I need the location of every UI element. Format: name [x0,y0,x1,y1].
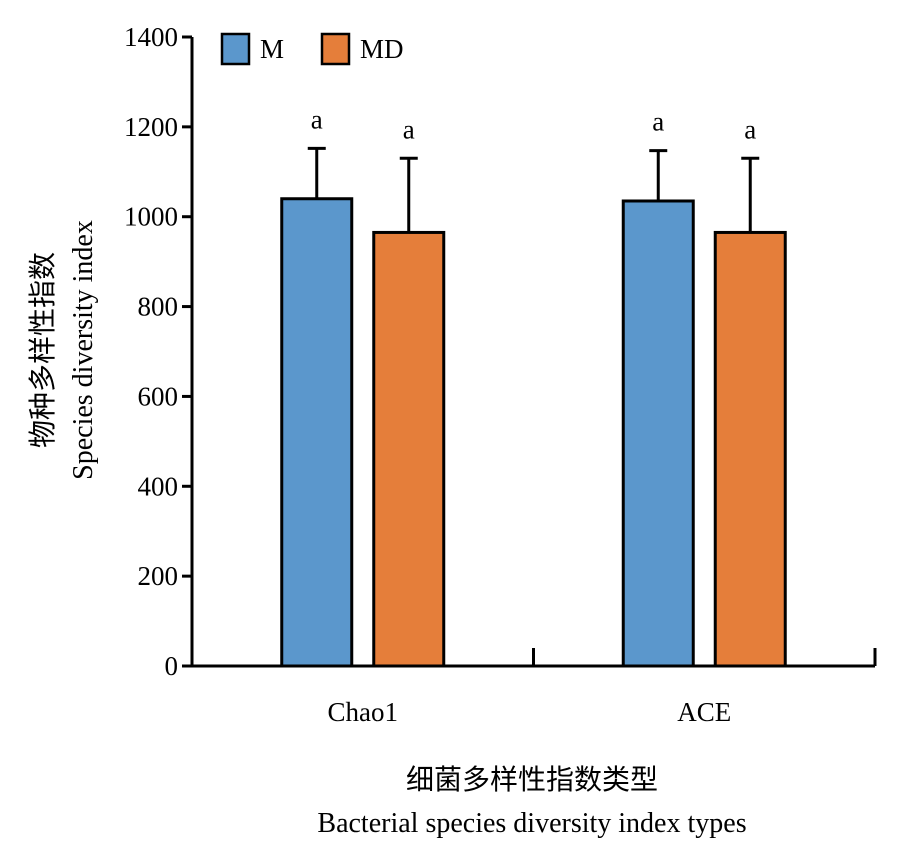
legend-swatch [320,32,351,66]
significance-letter: a [311,104,323,134]
legend-swatch [220,32,251,66]
y-tick-label: 800 [138,292,179,322]
x-axis-title-cn: 细菌多样性指数类型 [406,764,658,796]
y-axis-title: 物种多样性指数 Species diversity index [27,220,99,480]
x-axis-title-en: Bacterial species diversity index types [317,808,746,839]
y-tick-label: 1400 [124,22,178,52]
legend-item: M [220,32,284,66]
y-tick-label: 600 [138,381,179,411]
bar [280,197,354,668]
x-tick-label: ACE [677,697,731,727]
y-tick-label: 1000 [124,202,178,232]
y-tick-label: 0 [165,651,179,681]
x-tick-label: Chao1 [328,697,399,727]
significance-letter: a [652,107,664,137]
y-tick-label: 200 [138,561,179,591]
legend-label: M [260,34,284,64]
bar [621,199,695,668]
bars [280,197,787,668]
y-tick-label: 400 [138,471,179,501]
significance-letter: a [744,114,756,144]
bar [372,230,446,668]
legend-label: MD [360,34,404,64]
y-axis-title-cn: 物种多样性指数 [27,252,59,448]
significance-letter: a [403,114,415,144]
legend: M MD [220,32,404,66]
y-axis: 0 200 400 600 800 1000 1200 1400 [124,22,194,681]
bar [713,230,787,668]
y-tick-label: 1200 [124,112,178,142]
legend-item: MD [320,32,404,66]
y-axis-title-en: Species diversity index [68,220,99,480]
